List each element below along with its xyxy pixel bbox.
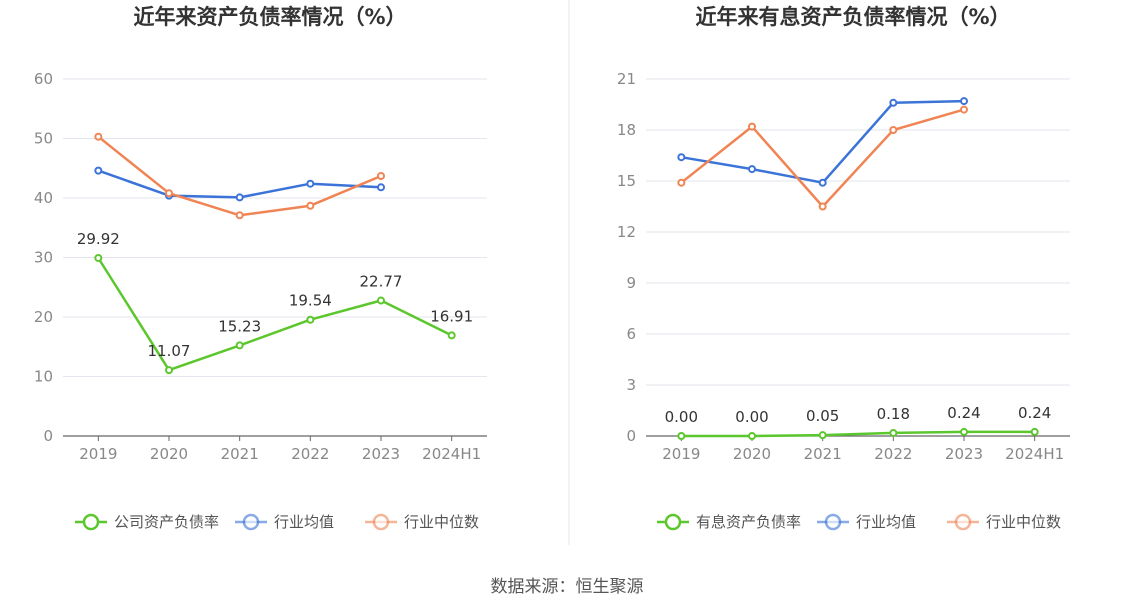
data-label: 0.00: [665, 408, 698, 426]
y-tick-label: 10: [34, 368, 53, 386]
y-tick-label: 50: [34, 130, 53, 148]
legend-label: 行业中位数: [986, 513, 1061, 531]
data-label: 0.18: [877, 405, 910, 423]
x-tick-label: 2020: [150, 445, 188, 463]
data-point: [94, 132, 103, 141]
chart-title: 近年来资产负债率情况（%）: [133, 5, 406, 29]
data-point: [377, 183, 385, 192]
data-label: 0.05: [806, 407, 839, 425]
data-label: 0.00: [735, 408, 768, 426]
legend-marker-icon: [824, 513, 842, 531]
legend-label: 行业均值: [856, 513, 916, 531]
data-point: [677, 153, 686, 162]
data-point: [306, 179, 315, 188]
y-tick-label: 9: [626, 274, 636, 292]
y-tick-label: 0: [43, 427, 53, 445]
data-label: 19.54: [289, 292, 332, 310]
legend-label: 有息资产负债率: [696, 513, 801, 531]
data-point: [889, 126, 898, 134]
legend-marker-icon: [372, 513, 390, 531]
y-tick-label: 60: [34, 70, 53, 88]
data-point: [94, 166, 103, 175]
y-tick-label: 15: [617, 172, 636, 190]
y-tick-label: 3: [626, 376, 636, 394]
data-point: [748, 432, 756, 440]
y-tick-label: 0: [626, 427, 636, 445]
chart-panel-2: 近年来有息资产负债率情况（%） 0 3 6 9 12 15 18 21 2019 2020 2021 2…: [617, 5, 1070, 531]
x-tick-label: 2022: [874, 445, 912, 463]
y-tick-label: 12: [617, 223, 636, 241]
x-tick-label: 2023: [362, 445, 400, 463]
data-point: [677, 432, 686, 440]
data-point: [165, 366, 173, 375]
y-tick-label: 40: [34, 189, 53, 207]
data-label: 11.07: [148, 342, 191, 360]
data-label: 0.24: [1018, 404, 1051, 422]
data-label: 16.91: [430, 307, 473, 325]
legend-marker-icon: [664, 513, 682, 531]
x-tick-label: 2021: [221, 445, 259, 463]
chart-title: 近年来有息资产负债率情况（%）: [695, 5, 1010, 29]
data-point: [960, 97, 968, 106]
data-point: [235, 193, 244, 202]
series-line-3: [97, 135, 382, 217]
data-point: [306, 315, 315, 324]
x-tick-label: 2019: [662, 445, 700, 463]
data-point: [818, 202, 827, 211]
data-point: [447, 331, 456, 340]
data-label: 22.77: [360, 273, 403, 291]
data-point: [1030, 427, 1039, 436]
series-line-1: [681, 430, 1035, 438]
y-tick-label: 21: [617, 70, 636, 88]
data-point: [960, 105, 968, 114]
legend-item-3[interactable]: 行业中位数: [365, 513, 479, 531]
x-tick-label: 2022: [291, 445, 329, 463]
legend-marker-icon: [242, 513, 260, 531]
data-point: [306, 201, 315, 210]
data-label: 29.92: [77, 230, 120, 248]
legend-marker-icon: [954, 513, 972, 531]
data-point: [889, 98, 898, 107]
chart-panel-1: 近年来资产负债率情况（%） 0 10 20 30 40 50 60 2019 2020 2021 20…: [34, 5, 487, 531]
data-point: [748, 165, 756, 174]
data-point: [94, 253, 103, 262]
legend-item-3[interactable]: 行业中位数: [947, 513, 1061, 531]
data-point: [889, 428, 898, 437]
legend-label: 公司资产负债率: [114, 513, 219, 531]
data-point: [165, 189, 173, 198]
data-point: [748, 122, 756, 131]
y-tick-label: 18: [617, 121, 636, 139]
legend-item-2[interactable]: 行业均值: [235, 513, 334, 531]
data-label: 15.23: [218, 317, 261, 335]
x-tick-label: 2024H1: [422, 445, 481, 463]
x-tick-label: 2019: [79, 445, 117, 463]
x-tick-label: 2024H1: [1005, 445, 1064, 463]
data-point: [377, 171, 385, 180]
series-line-1: [97, 257, 453, 372]
x-tick-label: 2023: [945, 445, 983, 463]
data-point: [677, 178, 686, 187]
legend-label: 行业中位数: [404, 513, 479, 531]
x-tick-label: 2021: [804, 445, 842, 463]
data-point: [818, 178, 827, 187]
legend-marker-icon: [82, 513, 100, 531]
series-line-2: [681, 99, 965, 184]
data-point: [235, 341, 244, 350]
data-point: [818, 431, 827, 440]
legend-item-2[interactable]: 行业均值: [817, 513, 916, 531]
x-tick-label: 2020: [733, 445, 771, 463]
y-tick-label: 20: [34, 308, 53, 326]
legend-item-1[interactable]: 公司资产负债率: [75, 513, 219, 531]
data-point: [377, 296, 385, 305]
data-point: [235, 211, 244, 220]
source-note: 数据来源：恒生聚源: [491, 577, 644, 597]
legend-label: 行业均值: [274, 513, 334, 531]
legend-item-1[interactable]: 有息资产负债率: [657, 513, 801, 531]
series-line-3: [680, 108, 965, 208]
y-tick-label: 30: [34, 249, 53, 267]
y-tick-label: 6: [626, 325, 636, 343]
data-label: 0.24: [947, 404, 980, 422]
data-point: [960, 427, 968, 436]
